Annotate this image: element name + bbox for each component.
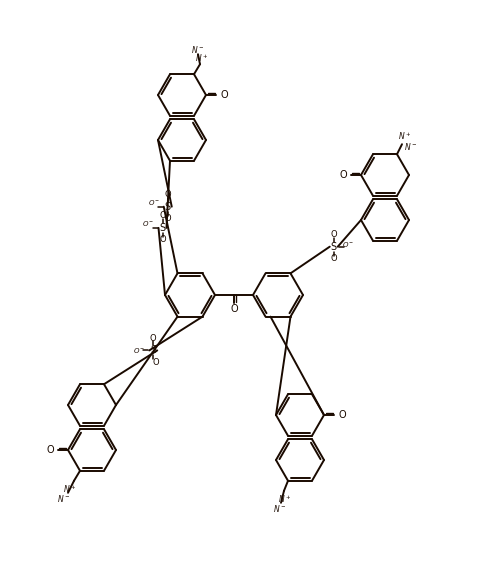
Text: O: O	[150, 334, 157, 343]
Text: O: O	[159, 211, 166, 220]
Text: S: S	[165, 202, 171, 212]
Text: S: S	[150, 345, 156, 355]
Text: $N^-$: $N^-$	[57, 493, 71, 505]
Text: O: O	[153, 358, 160, 367]
Text: $O^-$: $O^-$	[142, 219, 155, 228]
Text: $O^-$: $O^-$	[147, 198, 160, 207]
Text: S: S	[159, 223, 166, 233]
Text: $O^-$: $O^-$	[342, 240, 354, 249]
Text: O: O	[230, 304, 238, 314]
Text: S: S	[331, 242, 337, 251]
Text: $O^-$: $O^-$	[133, 346, 146, 355]
Text: $N^-$: $N^-$	[404, 141, 417, 152]
Text: O: O	[165, 190, 171, 199]
Text: O: O	[330, 230, 337, 239]
Text: O: O	[159, 236, 166, 245]
Text: $N^-$: $N^-$	[191, 44, 205, 55]
Text: O: O	[165, 214, 171, 223]
Text: O: O	[330, 254, 337, 263]
Text: $N^+$: $N^+$	[398, 131, 412, 142]
Text: O: O	[339, 170, 347, 180]
Text: O: O	[46, 445, 54, 455]
Text: $N^-$: $N^-$	[273, 503, 287, 514]
Text: $N^+$: $N^+$	[278, 493, 292, 505]
Text: $N^+$: $N^+$	[63, 483, 77, 494]
Text: $N^+$: $N^+$	[196, 53, 209, 64]
Text: O: O	[220, 90, 228, 100]
Text: O: O	[338, 410, 346, 420]
